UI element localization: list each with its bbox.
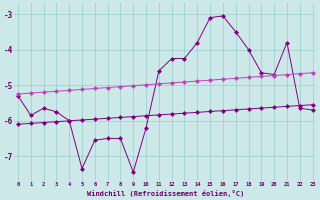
X-axis label: Windchill (Refroidissement éolien,°C): Windchill (Refroidissement éolien,°C)	[87, 190, 244, 197]
